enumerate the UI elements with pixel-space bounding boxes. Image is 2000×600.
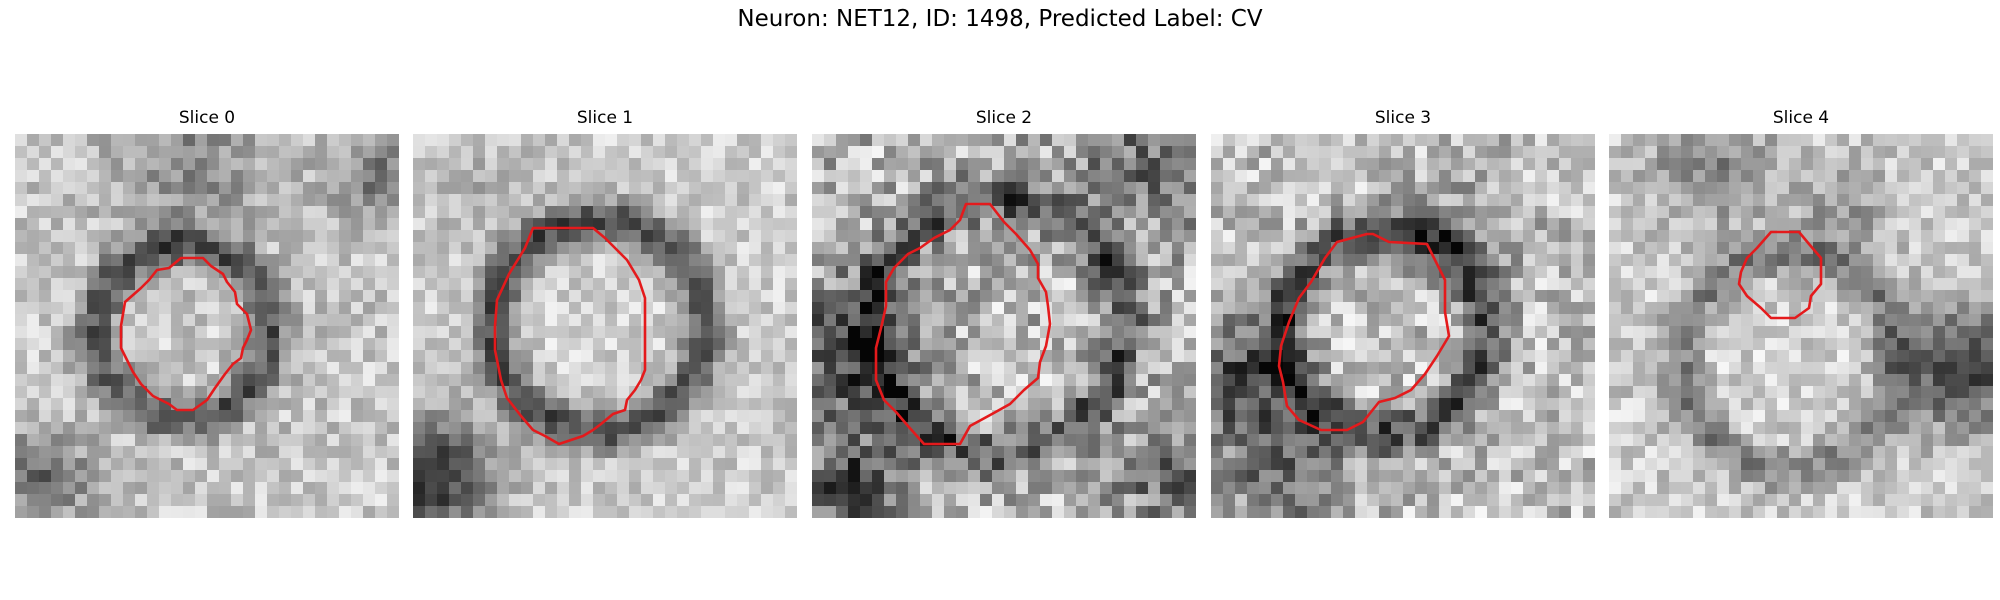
- slice-panel-3: Slice 3: [1211, 108, 1595, 522]
- roi-contour: [119, 256, 253, 412]
- slice-panel-4: Slice 4: [1609, 108, 1993, 522]
- slice-panel-1: Slice 1: [413, 108, 797, 522]
- slice-panel-0: Slice 0: [15, 108, 399, 522]
- slice-title: Slice 0: [178, 108, 236, 128]
- slice-title: Slice 1: [576, 108, 634, 128]
- slice-title: Slice 3: [1374, 108, 1432, 128]
- slice-title: Slice 4: [1772, 108, 1830, 128]
- roi-contour: [1277, 232, 1451, 432]
- roi-contour: [1737, 230, 1823, 320]
- slice-panel-2: Slice 2: [812, 108, 1196, 522]
- microscopy-image: [413, 134, 797, 518]
- microscopy-image: [1211, 134, 1595, 518]
- slice-title: Slice 2: [975, 108, 1033, 128]
- roi-contour: [493, 226, 647, 446]
- microscopy-image: [812, 134, 1196, 518]
- microscopy-image: [1609, 134, 1993, 518]
- roi-contour: [874, 202, 1052, 446]
- figure-title: Neuron: NET12, ID: 1498, Predicted Label…: [737, 6, 1263, 32]
- microscopy-image: [15, 134, 399, 518]
